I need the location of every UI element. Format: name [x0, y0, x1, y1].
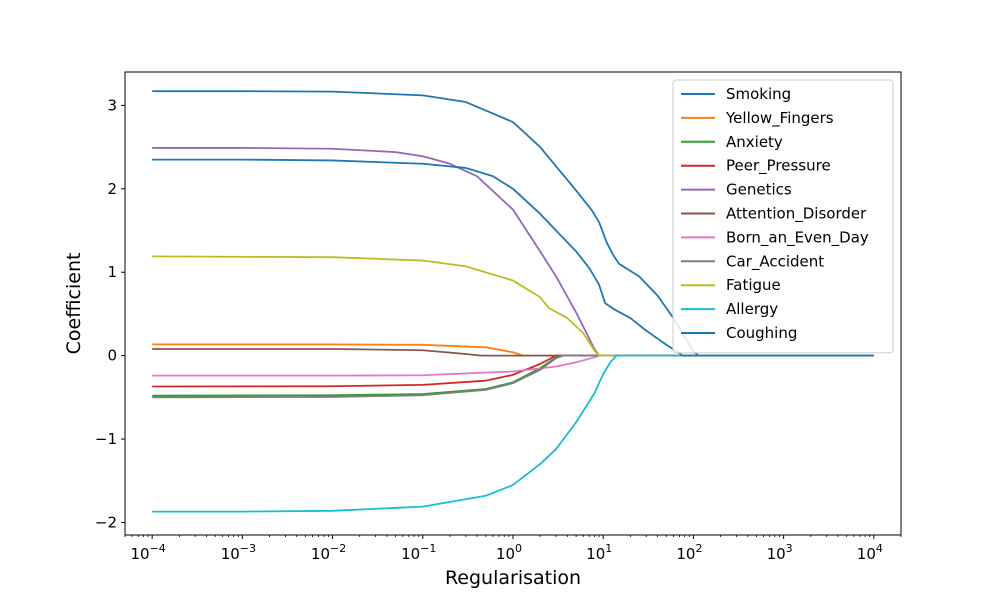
- y-tick-label: 0: [107, 347, 117, 365]
- x-axis: 10−4 10−3 10−2 10−1 100 101 102 103 104: [124, 535, 902, 563]
- legend-box: [672, 79, 894, 354]
- series-line-born-an-even-day: [152, 354, 874, 377]
- legend: Smoking Yellow_Fingers Anxiety Peer_Pressur…: [672, 79, 894, 354]
- x-axis-title: Regularisation: [445, 567, 581, 589]
- x-tick-label: 101: [586, 542, 612, 563]
- legend-label: Genetics: [726, 181, 792, 199]
- legend-label: Peer_Pressure: [726, 157, 831, 176]
- series-line-coughing: [152, 158, 874, 357]
- x-tick-label: 100: [496, 542, 522, 563]
- x-tick-label: 10−1: [401, 542, 436, 563]
- series-line-genetics: [152, 147, 874, 357]
- legend-label: Coughing: [726, 324, 797, 342]
- series-line-allergy: [152, 354, 874, 513]
- y-axis: −2 −1 0 1 2 3: [95, 96, 125, 531]
- x-tick-label: 10−2: [311, 542, 346, 563]
- legend-label: Born_an_Even_Day: [726, 228, 869, 247]
- legend-label: Allergy: [726, 300, 778, 318]
- x-tick-label: 104: [857, 542, 883, 563]
- x-tick-label: 10−3: [221, 542, 256, 563]
- series-line-fatigue: [152, 255, 874, 357]
- y-tick-label: 2: [107, 180, 117, 198]
- x-tick-label: 103: [767, 542, 793, 563]
- legend-label: Yellow_Fingers: [725, 109, 834, 128]
- y-tick-label: 1: [107, 263, 117, 281]
- y-tick-label: −2: [95, 513, 117, 531]
- legend-label: Smoking: [726, 85, 791, 103]
- series-line-peer-pressure: [152, 354, 874, 388]
- legend-label: Car_Accident: [726, 252, 824, 271]
- series-layer: [152, 90, 874, 513]
- legend-label: Attention_Disorder: [726, 205, 867, 224]
- legend-label: Fatigue: [726, 276, 781, 294]
- y-axis-title: Coefficient: [63, 253, 85, 355]
- y-tick-label: −1: [95, 430, 117, 448]
- y-tick-label: 3: [107, 96, 117, 114]
- x-tick-label: 102: [676, 542, 702, 563]
- legend-label: Anxiety: [726, 133, 783, 151]
- series-line-attention-disorder: [152, 348, 874, 357]
- series-line-car-accident: [152, 354, 874, 399]
- x-tick-label: 10−4: [130, 542, 165, 563]
